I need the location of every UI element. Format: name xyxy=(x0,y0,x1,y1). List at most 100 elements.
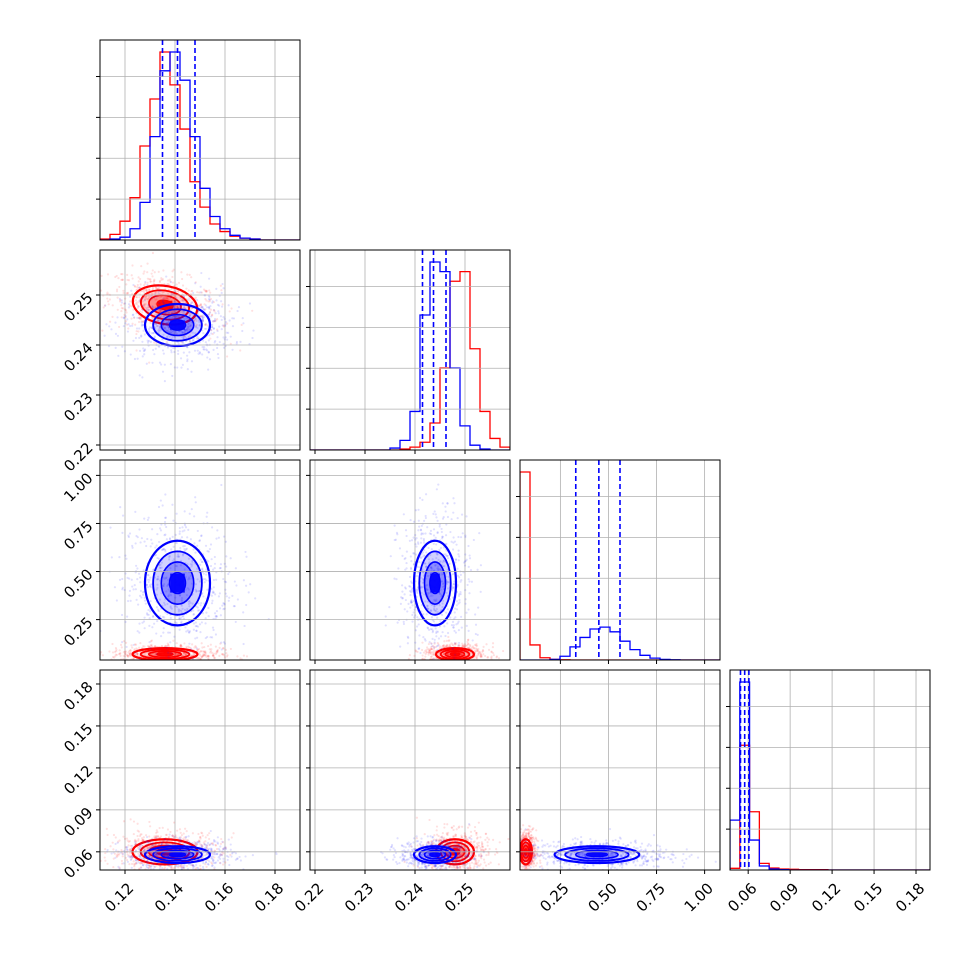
scatter-point xyxy=(143,518,145,520)
scatter-point xyxy=(119,877,121,879)
scatter-point xyxy=(151,273,153,275)
scatter-point xyxy=(176,871,178,873)
scatter-point xyxy=(198,540,200,542)
scatter-point xyxy=(222,863,224,865)
scatter-point xyxy=(458,550,460,552)
scatter-point xyxy=(458,576,460,578)
scatter-point xyxy=(108,650,110,652)
scatter-point xyxy=(220,614,222,616)
scatter-point xyxy=(431,638,433,640)
scatter-point xyxy=(464,589,466,591)
scatter-point xyxy=(147,645,149,647)
scatter-point xyxy=(170,351,172,353)
scatter-point xyxy=(170,349,172,351)
scatter-point xyxy=(475,633,477,635)
scatter-point xyxy=(430,643,432,645)
scatter-point xyxy=(465,598,467,600)
scatter-point xyxy=(442,660,444,662)
scatter-point xyxy=(213,591,215,593)
scatter-point xyxy=(160,871,162,873)
scatter-point xyxy=(131,863,133,865)
scatter-point xyxy=(404,558,406,560)
scatter-point xyxy=(112,304,114,306)
scatter-point xyxy=(126,577,128,579)
scatter-point xyxy=(126,646,128,648)
scatter-point xyxy=(177,350,179,352)
scatter-point xyxy=(142,594,144,596)
scatter-point xyxy=(454,654,456,656)
scatter-point xyxy=(125,857,127,859)
scatter-point xyxy=(449,662,451,664)
scatter-point xyxy=(437,644,439,646)
scatter-point xyxy=(160,635,162,637)
scatter-point xyxy=(405,529,407,531)
scatter-point xyxy=(197,350,199,352)
scatter-point xyxy=(120,273,122,275)
scatter-point xyxy=(401,584,403,586)
scatter-point xyxy=(104,860,106,862)
scatter-point xyxy=(413,616,415,618)
scatter-point xyxy=(176,366,178,368)
scatter-point xyxy=(203,654,205,656)
scatter-point xyxy=(146,284,148,286)
scatter-point xyxy=(130,818,132,820)
scatter-point xyxy=(136,578,138,580)
scatter-point xyxy=(457,644,459,646)
scatter-point xyxy=(432,652,434,654)
scatter-point xyxy=(428,643,430,645)
scatter-point xyxy=(144,617,146,619)
scatter-point xyxy=(216,529,218,531)
scatter-point xyxy=(119,661,121,663)
scatter-point xyxy=(420,533,422,535)
scatter-point xyxy=(468,661,470,663)
scatter-point xyxy=(130,290,132,292)
scatter-point xyxy=(114,322,116,324)
scatter-point xyxy=(193,515,195,517)
scatter-point xyxy=(216,336,218,338)
scatter-point xyxy=(140,335,142,337)
scatter-point xyxy=(474,650,476,652)
scatter-point xyxy=(170,363,172,365)
scatter-point xyxy=(446,662,448,664)
scatter-point xyxy=(458,559,460,561)
scatter-point xyxy=(180,661,182,663)
scatter-point xyxy=(446,622,448,624)
scatter-point xyxy=(170,296,172,298)
scatter-point xyxy=(121,860,123,862)
scatter-point xyxy=(445,663,447,665)
scatter-point xyxy=(200,286,202,288)
scatter-point xyxy=(410,555,412,557)
scatter-point xyxy=(181,526,183,528)
scatter-point xyxy=(467,639,469,641)
scatter-point xyxy=(433,646,435,648)
scatter-point xyxy=(458,621,460,623)
scatter-point xyxy=(452,497,454,499)
scatter-point xyxy=(96,320,98,322)
scatter-point xyxy=(448,661,450,663)
scatter-point xyxy=(213,579,215,581)
scatter-point xyxy=(458,593,460,595)
scatter-point xyxy=(186,355,188,357)
scatter-point xyxy=(155,632,157,634)
scatter-point xyxy=(421,525,423,527)
scatter-point xyxy=(478,532,480,534)
scatter-point xyxy=(458,555,460,557)
scatter-point xyxy=(225,336,227,338)
scatter-point xyxy=(218,312,220,314)
scatter-point xyxy=(205,304,207,306)
scatter-point xyxy=(464,553,466,555)
scatter-point xyxy=(457,553,459,555)
scatter-point xyxy=(72,661,74,663)
scatter-point xyxy=(411,601,413,603)
scatter-point xyxy=(432,513,434,515)
scatter-point xyxy=(111,316,113,318)
scatter-point xyxy=(180,357,182,359)
scatter-point xyxy=(152,269,154,271)
scatter-point xyxy=(142,347,144,349)
scatter-point xyxy=(101,275,103,277)
scatter-point xyxy=(137,358,139,360)
scatter-point xyxy=(427,662,429,664)
scatter-point xyxy=(480,591,482,593)
scatter-point xyxy=(153,875,155,877)
scatter-point xyxy=(128,306,130,308)
